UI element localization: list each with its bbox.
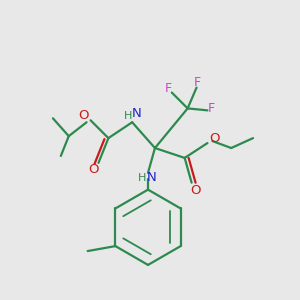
Text: N: N (132, 107, 142, 120)
Text: O: O (190, 184, 201, 197)
Text: H: H (138, 173, 146, 183)
Text: O: O (78, 109, 89, 122)
Text: H: H (124, 111, 132, 121)
Text: F: F (208, 102, 215, 115)
Text: F: F (164, 82, 171, 95)
Text: O: O (88, 163, 99, 176)
Text: O: O (209, 132, 220, 145)
Text: F: F (194, 76, 201, 89)
Text: N: N (147, 171, 157, 184)
